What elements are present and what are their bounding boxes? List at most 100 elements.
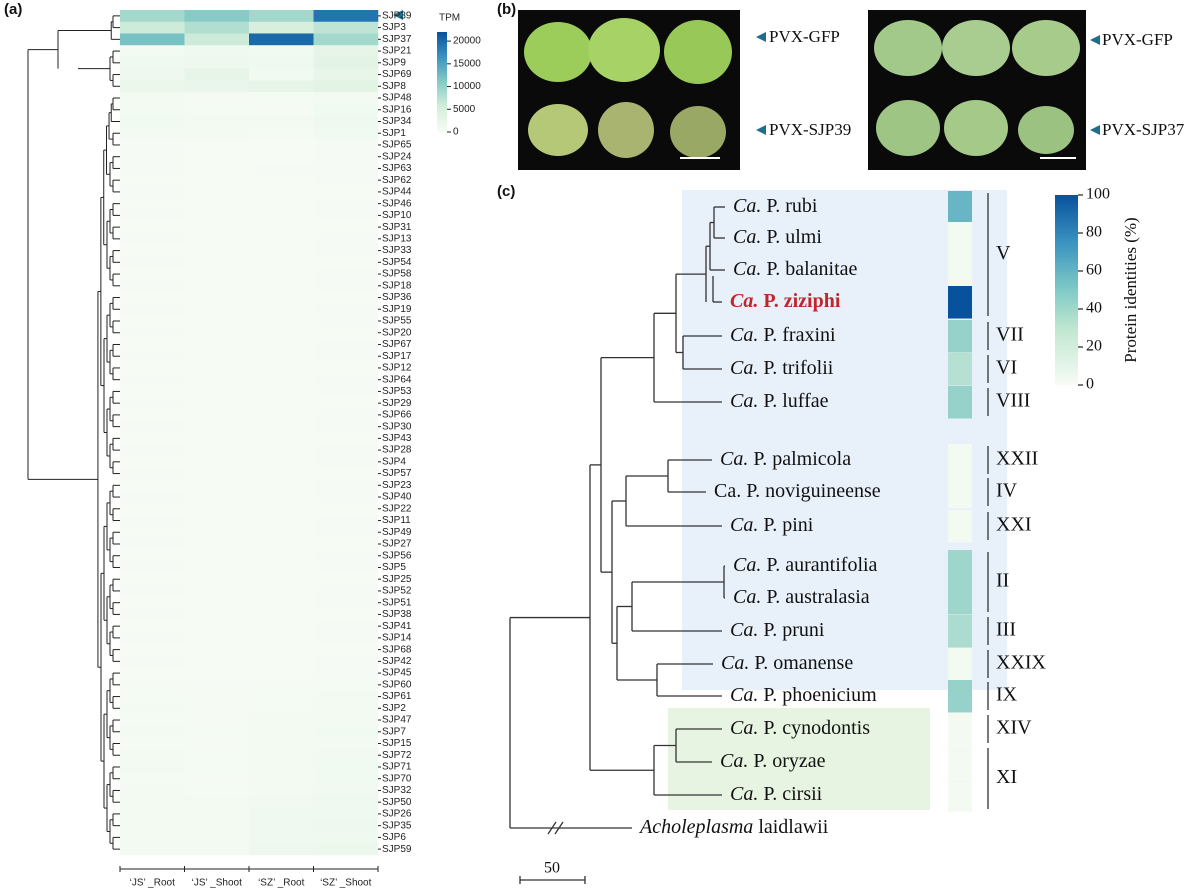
taxon-species: P. rubi [766, 195, 818, 217]
taxon-label: Ca. P. pini [730, 514, 814, 536]
heatmap-cell [120, 749, 185, 762]
heatmap-cell [249, 92, 314, 105]
outgroup-species: laidlawii [758, 816, 828, 838]
heatmap-cell [313, 10, 379, 23]
heatmap-cell [120, 244, 185, 257]
heatmap-cell [120, 92, 185, 105]
column-label: ‘JS’ _Root [130, 878, 175, 889]
taxon-label: Ca. P. palmicola [720, 448, 851, 470]
heatmap-cell [249, 514, 314, 527]
heatmap-cell [120, 221, 185, 234]
colorbar-tick-label: 60 [1086, 262, 1102, 279]
row-label: SJP20 [382, 327, 412, 338]
row-label: SJP8 [382, 81, 406, 92]
row-label: SJP68 [382, 644, 412, 655]
heatmap-cell [313, 620, 379, 633]
clade-background [668, 708, 930, 810]
taxon-species: P. trifolii [763, 357, 833, 379]
taxon-label: Ca. P. phoenicium [730, 684, 877, 706]
heatmap-cell [249, 620, 314, 633]
taxon-label: Ca. P. ziziphi [730, 290, 841, 312]
heatmap-cell [249, 432, 314, 445]
row-label: SJP54 [382, 257, 412, 268]
heatmap-cell [120, 174, 185, 187]
heatmap-cell [313, 538, 379, 551]
column-label: ‘JS’ _Shoot [192, 878, 242, 889]
identity-cell [948, 550, 972, 583]
row-label: SJP50 [382, 797, 412, 808]
heatmap-cell [313, 643, 379, 656]
heatmap-cell [120, 690, 185, 703]
heatmap-cell [184, 585, 250, 598]
colorbar-tick-label: 20000 [453, 36, 481, 47]
taxon-genus: Ca. [730, 514, 758, 536]
taxon-label: Ca. P. luffae [730, 390, 829, 412]
heatmap-cell [313, 479, 379, 492]
heatmap-cell [120, 444, 185, 457]
heatmap-cell [249, 385, 314, 398]
row-label: SJP27 [382, 539, 412, 550]
heatmap-cell [249, 784, 314, 797]
heatmap-cell [313, 56, 379, 69]
heatmap-cell [120, 655, 185, 668]
heatmap-cell [313, 737, 379, 750]
row-label: SJP71 [382, 762, 412, 773]
heatmap-cell [249, 197, 314, 210]
row-label: SJP46 [382, 198, 412, 209]
heatmap-cell [313, 244, 379, 257]
heatmap-cell [313, 467, 379, 480]
heatmap-cell [313, 150, 379, 163]
heatmap-cell [249, 56, 314, 69]
taxon-species: Ca. P. noviguineense [714, 480, 881, 502]
heatmap-cell [313, 21, 379, 34]
heatmap-cell [184, 209, 250, 222]
heatmap-cell [184, 221, 250, 234]
heatmap-cell [120, 620, 185, 633]
heatmap-cell [120, 21, 185, 34]
heatmap-cell [249, 315, 314, 328]
heatmap-cell [120, 596, 185, 609]
group-label: V [996, 242, 1011, 264]
row-label: SJP9 [382, 57, 406, 68]
taxon-species: P. pini [763, 514, 813, 536]
identity-cell [948, 254, 972, 287]
row-label: SJP44 [382, 187, 412, 198]
heatmap-cell [184, 291, 250, 304]
colorbar-title: Protein identities (%) [1121, 217, 1140, 362]
heatmap-cell [313, 420, 379, 433]
heatmap-cell [120, 714, 185, 727]
heatmap-cell [184, 573, 250, 586]
taxon-species: P. luffae [763, 390, 828, 412]
heatmap-cell [184, 115, 250, 128]
heatmap-cell [184, 819, 250, 832]
group-label: IV [996, 480, 1018, 502]
heatmap-cell [249, 326, 314, 339]
panel-label: (c) [497, 183, 515, 200]
heatmap-cell [184, 256, 250, 269]
colorbar-tick-label: 0 [453, 127, 459, 138]
heatmap-cell [120, 526, 185, 539]
heatmap-cell [313, 92, 379, 105]
heatmap-cell [184, 549, 250, 562]
heatmap-cell [120, 432, 185, 445]
row-label: SJP4 [382, 456, 406, 467]
heatmap-cell [184, 186, 250, 199]
heatmap-cell [249, 232, 314, 246]
heatmap-cell [313, 256, 379, 269]
heatmap-cell [313, 291, 379, 304]
row-label: SJP67 [382, 339, 412, 350]
taxon-genus: Ca. [730, 290, 758, 312]
identity-cell [948, 476, 972, 509]
heatmap-cell [120, 796, 185, 809]
heatmap-cell [313, 197, 379, 210]
heatmap-cell [313, 831, 379, 844]
heatmap-cell [313, 784, 379, 797]
heatmap-cell [184, 538, 250, 551]
heatmap-cell [313, 279, 379, 292]
heatmap-cell [120, 808, 185, 821]
heatmap-cell [120, 197, 185, 210]
heatmap-cell [120, 725, 185, 738]
row-label: SJP32 [382, 785, 412, 796]
heatmap-cell [249, 761, 314, 774]
taxon-label: Ca. P. trifolii [730, 357, 834, 379]
